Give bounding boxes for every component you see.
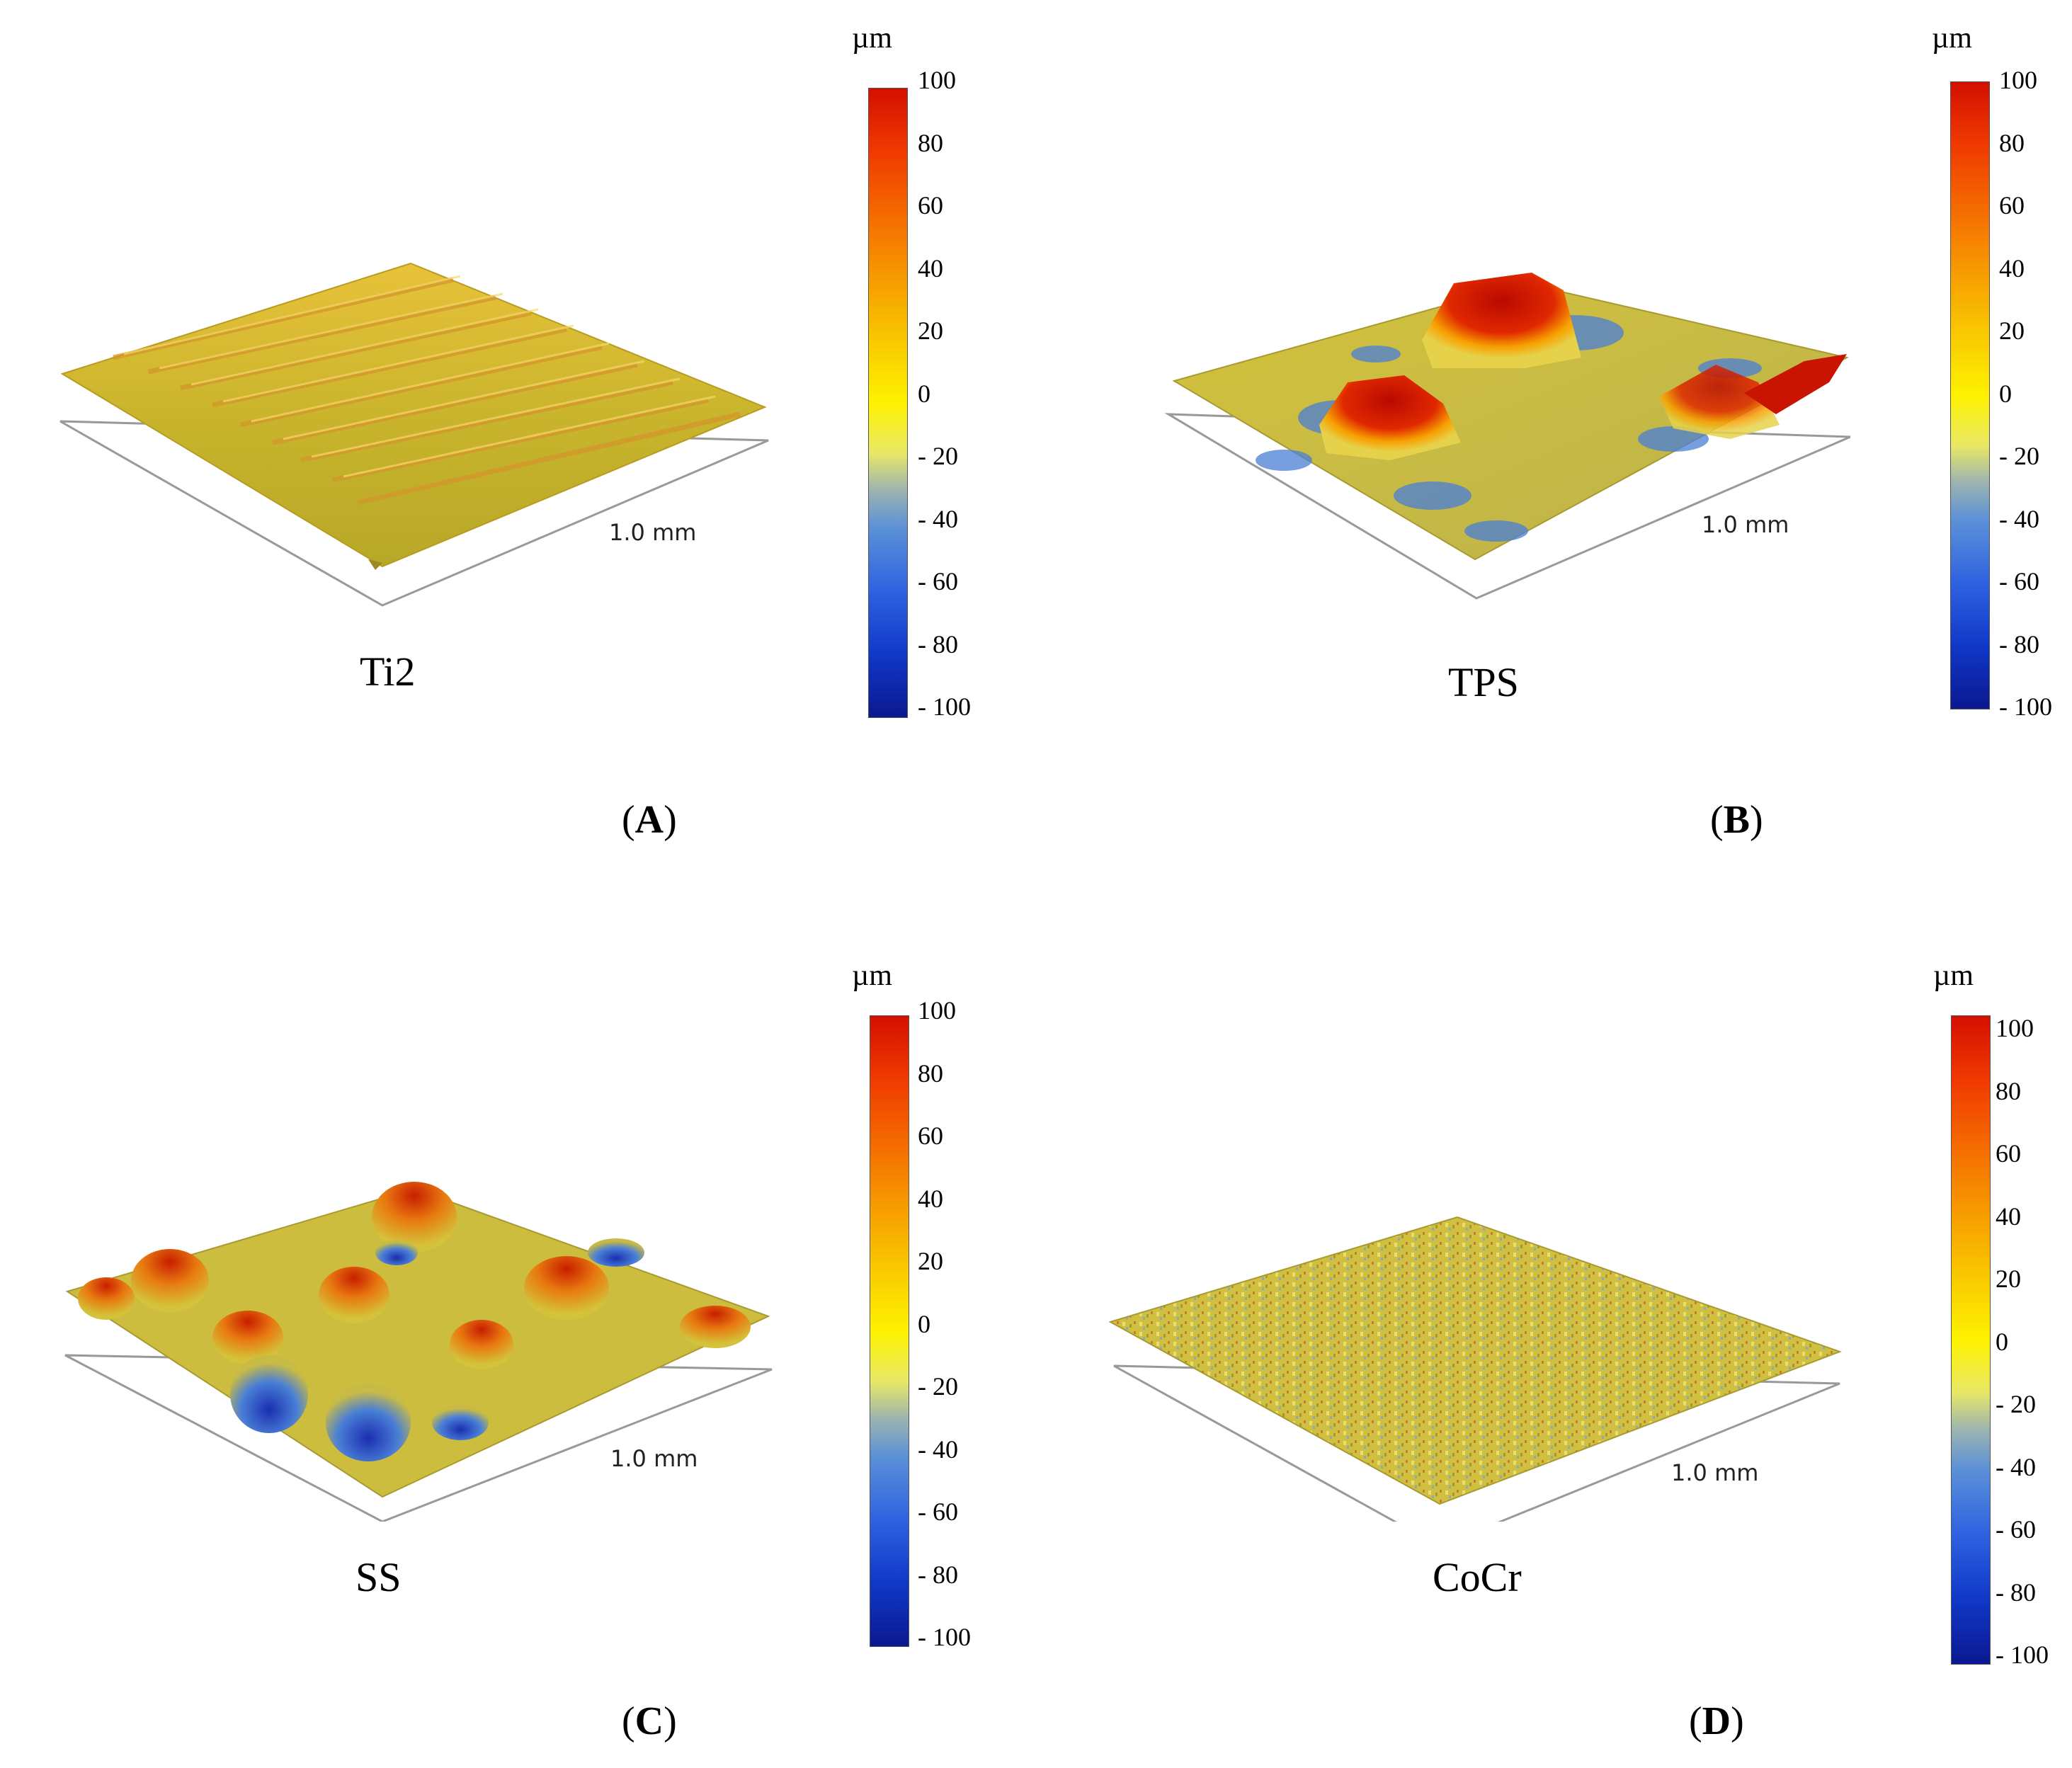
colorbar-unit: µm xyxy=(852,959,892,992)
colorbar-tick: - 80 xyxy=(918,629,958,658)
peak-1 xyxy=(1422,273,1581,368)
colorbar-tick: 0 xyxy=(918,1309,930,1338)
panel-label-id: A xyxy=(634,798,664,842)
colorbar-tick: - 100 xyxy=(918,692,971,721)
colorbar-tick: - 60 xyxy=(1996,1515,2036,1544)
panel-label-close: ) xyxy=(664,798,677,842)
panel-label-id: B xyxy=(1723,798,1751,842)
surface-plot-ss xyxy=(64,1182,773,1522)
panel-label-close: ) xyxy=(1731,1699,1744,1743)
colorbar-tick: 80 xyxy=(1996,1076,2021,1105)
colorbar-tick: 100 xyxy=(1996,1014,2034,1042)
colorbar-unit: µm xyxy=(1933,959,1974,992)
scale-label: 1.0 mm xyxy=(609,519,697,546)
colorbar-tick: - 20 xyxy=(918,1372,958,1401)
panel-label-id: D xyxy=(1702,1699,1731,1743)
colorbar-tick: 0 xyxy=(918,379,930,408)
peak-2 xyxy=(1319,375,1461,460)
colorbar xyxy=(1950,81,1990,709)
colorbar-unit: µm xyxy=(852,22,892,55)
panel-label: (B) xyxy=(1710,797,1763,843)
panel-label-open: ( xyxy=(1710,798,1724,842)
colorbar-tick: 80 xyxy=(1999,128,2025,157)
sample-name: SS xyxy=(355,1554,402,1600)
colorbar-tick: 20 xyxy=(918,316,943,345)
colorbar xyxy=(1951,1015,1991,1665)
sample-name: CoCr xyxy=(1433,1554,1522,1600)
panel-label-id: C xyxy=(634,1699,664,1743)
surface-mesh xyxy=(1172,282,1849,561)
scale-label: 1.0 mm xyxy=(610,1445,698,1472)
colorbar-tick: - 80 xyxy=(1996,1578,2036,1607)
colorbar-tick: - 40 xyxy=(918,504,958,533)
panel-c: 1.0 mm SS µm 100 80 60 40 20 0 - 20 - 40 - 60 - 8… xyxy=(0,884,1036,1768)
colorbar-tick: 40 xyxy=(918,1184,943,1213)
sample-name: TPS xyxy=(1448,659,1519,705)
colorbar-unit: µm xyxy=(1932,22,1972,55)
panel-label: (D) xyxy=(1689,1699,1744,1744)
colorbar-tick: - 60 xyxy=(1999,567,2039,595)
colorbar-tick: 60 xyxy=(1996,1139,2021,1168)
panel-b: 1.0 mm TPS µm 100 80 60 40 20 0 - 20 - 40 - 60 - … xyxy=(1036,0,2072,884)
colorbar-tick: - 100 xyxy=(918,1623,971,1651)
panel-label-close: ) xyxy=(1750,798,1763,842)
colorbar-tick: 60 xyxy=(918,1122,943,1150)
surface-plot-ti2 xyxy=(59,262,769,607)
surface-mesh xyxy=(1108,1216,1842,1505)
colorbar-tick: - 100 xyxy=(1996,1641,2049,1669)
colorbar-tick: - 20 xyxy=(1999,442,2039,470)
colorbar-tick: - 40 xyxy=(1996,1452,2036,1481)
colorbar xyxy=(870,1015,909,1647)
colorbar-tick: 20 xyxy=(1996,1265,2021,1293)
peak-3 xyxy=(1659,365,1780,439)
colorbar-tick: - 80 xyxy=(1999,629,2039,658)
colorbar-tick: 80 xyxy=(918,128,943,157)
colorbar-tick: 0 xyxy=(1999,379,2012,408)
colorbar-tick: - 60 xyxy=(918,567,958,595)
colorbar-tick: - 100 xyxy=(1999,692,2052,721)
panel-label: (C) xyxy=(622,1699,677,1744)
colorbar-tick: 100 xyxy=(918,996,956,1025)
panel-label-open: ( xyxy=(622,798,635,842)
surface-plot-tps xyxy=(1164,273,1850,600)
panel-a: 1.0 mm Ti2 µm 100 80 60 40 20 0 - 20 - 40 - 60 - … xyxy=(0,0,1036,884)
colorbar-tick: 20 xyxy=(918,1247,943,1275)
colorbar-tick: 20 xyxy=(1999,316,2025,345)
colorbar-tick: 80 xyxy=(918,1059,943,1088)
colorbar xyxy=(868,88,908,718)
colorbar-tick: 100 xyxy=(918,66,956,94)
colorbar-tick: - 60 xyxy=(918,1498,958,1526)
colorbar-tick: - 80 xyxy=(918,1560,958,1589)
colorbar-tick: - 40 xyxy=(918,1435,958,1464)
panel-label: (A) xyxy=(622,797,677,843)
colorbar-tick: - 20 xyxy=(918,442,958,470)
panel-label-open: ( xyxy=(1689,1699,1702,1743)
colorbar-tick: 40 xyxy=(918,253,943,283)
colorbar-tick: 40 xyxy=(1996,1202,2021,1231)
colorbar-tick: 100 xyxy=(1999,66,2037,94)
surface-plot-cocr xyxy=(1108,1216,1842,1522)
colorbar-tick: 60 xyxy=(1999,191,2025,219)
colorbar-tick: 0 xyxy=(1996,1327,2008,1356)
colorbar-tick: 60 xyxy=(918,191,943,219)
panel-d: 1.0 mm CoCr µm 100 80 60 40 20 0 - 20 - 40 - 60 -… xyxy=(1036,884,2072,1768)
panel-label-close: ) xyxy=(664,1699,677,1743)
sample-name: Ti2 xyxy=(360,649,416,695)
colorbar-tick: - 40 xyxy=(1999,504,2039,533)
colorbar-tick: 40 xyxy=(1999,253,2025,283)
colorbar-tick: - 20 xyxy=(1996,1390,2036,1418)
scale-label: 1.0 mm xyxy=(1671,1459,1759,1486)
panel-label-open: ( xyxy=(622,1699,635,1743)
peak-4 xyxy=(1744,354,1847,414)
scale-label: 1.0 mm xyxy=(1702,511,1789,538)
